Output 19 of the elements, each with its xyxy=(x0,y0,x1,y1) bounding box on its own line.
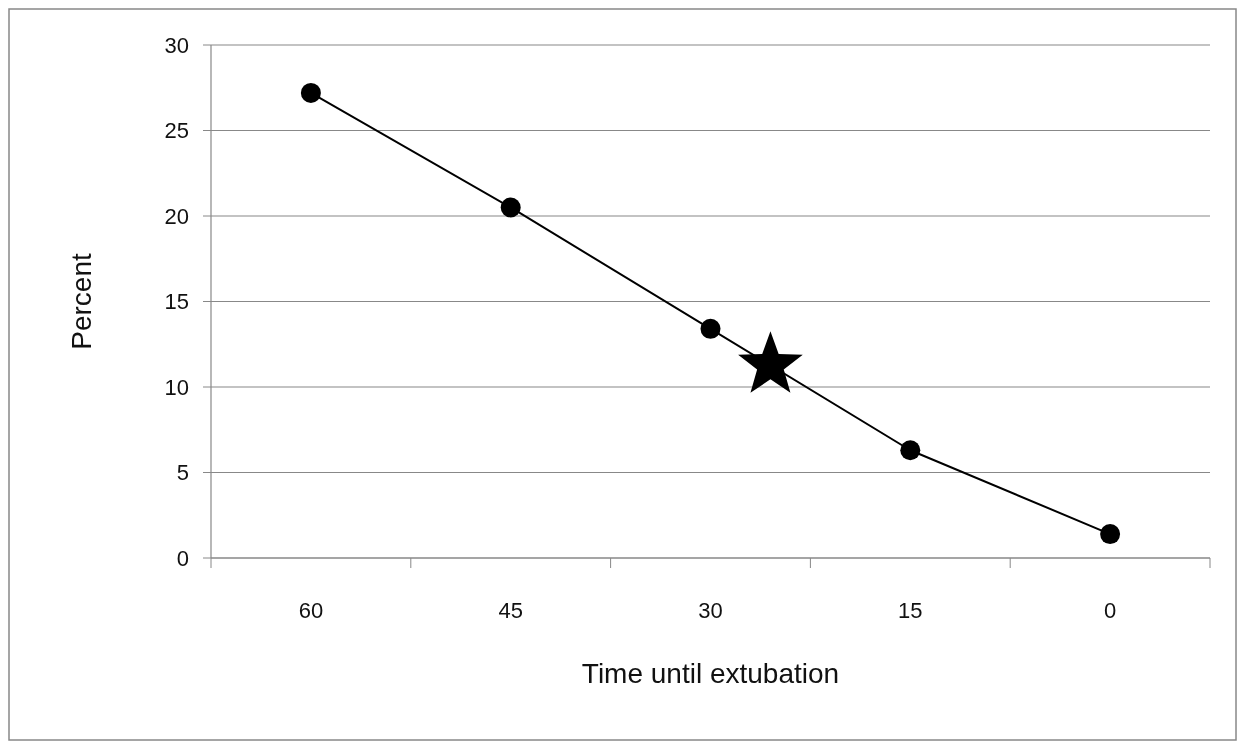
y-tick-label: 25 xyxy=(164,118,189,144)
y-tick-label: 10 xyxy=(164,374,189,400)
y-tick-label: 15 xyxy=(164,289,189,315)
point xyxy=(700,318,721,339)
point xyxy=(500,197,521,218)
point xyxy=(1100,524,1121,545)
y-tick-label: 20 xyxy=(164,203,189,229)
y-tick-label: 5 xyxy=(176,460,189,486)
x-tick-label: 60 xyxy=(298,598,324,623)
x-tick-label: 15 xyxy=(898,598,923,623)
x-tick-label: 30 xyxy=(698,598,723,623)
x-tick-label: 45 xyxy=(498,598,523,623)
y-tick-label: 30 xyxy=(164,32,189,58)
point xyxy=(900,440,921,461)
x-axis-title: Time until extubation xyxy=(581,658,840,689)
y-axis-title: Percent xyxy=(66,253,97,350)
point xyxy=(300,82,321,103)
y-tick-label: 0 xyxy=(176,545,189,571)
x-tick-label: 0 xyxy=(1103,598,1117,623)
